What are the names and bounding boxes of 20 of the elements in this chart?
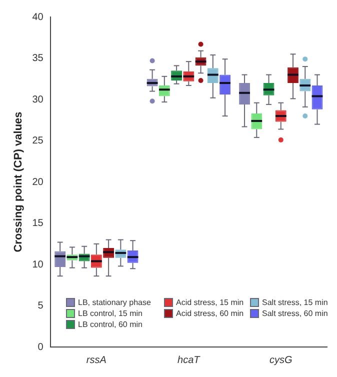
x-tick-label: hcaT [178, 354, 201, 366]
y-axis-title: Crossing point (CP) values [12, 112, 25, 252]
legend-label: LB control, 15 min [78, 309, 142, 318]
legend-label: Salt stress, 60 min [262, 309, 328, 318]
x-tick-label: cysG [269, 354, 292, 366]
x-tick-label: rssA [86, 354, 107, 366]
y-tick-label: 35 [32, 53, 44, 64]
y-tick-label: 10 [32, 259, 44, 270]
legend-label: Acid stress, 15 min [176, 298, 244, 307]
y-tick-label: 0 [38, 342, 44, 353]
y-tick-label: 20 [32, 176, 44, 188]
y-tick-label: 15 [32, 218, 44, 229]
y-tick-label: 30 [32, 94, 44, 106]
legend-label: LB, stationary phase [78, 298, 151, 307]
y-tick-label: 5 [38, 300, 44, 312]
legend-label: LB control, 60 min [78, 320, 142, 329]
legend-label: Acid stress, 60 min [176, 309, 244, 318]
y-tick-label: 40 [32, 12, 44, 23]
legend-label: Salt stress, 15 min [262, 298, 328, 307]
y-tick-label: 25 [32, 136, 44, 146]
